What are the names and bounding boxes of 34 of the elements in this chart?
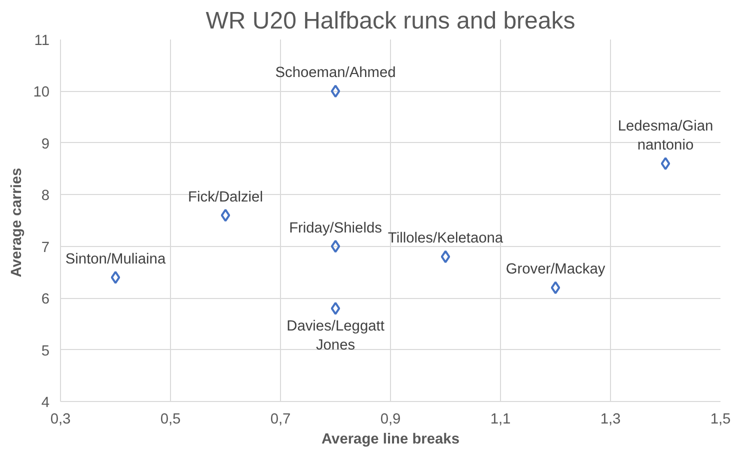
- annotation: Tilloles/Keletaona: [388, 230, 504, 247]
- x-tick-label: 0,9: [380, 412, 401, 428]
- annotation: Sinton/Muliaina: [65, 251, 166, 268]
- point: [660, 157, 670, 170]
- x-axis-title: Average line breaks: [322, 432, 460, 448]
- x-tick-label: 0,7: [270, 412, 291, 428]
- y-axis-title: Average carries: [9, 168, 26, 278]
- x-tick-label: 1,5: [710, 412, 731, 428]
- y-tick-label: 9: [41, 136, 50, 152]
- y-tick-label: 8: [41, 188, 50, 204]
- y-tick-label: 11: [34, 33, 50, 49]
- annotation: Friday/Shields: [289, 220, 382, 236]
- y-tick-label: 4: [41, 395, 50, 411]
- x-tick-label: 0,3: [50, 412, 71, 428]
- annotation: Fick/Dalziel: [188, 189, 263, 206]
- x-tick-label: 1,3: [600, 412, 621, 428]
- point: [110, 270, 120, 284]
- annotation: Grover/Mackay: [506, 262, 606, 278]
- point: [330, 84, 340, 98]
- point: [330, 302, 340, 315]
- chart-title: WR U20 Halfback runs and breaks: [206, 8, 576, 34]
- y-tick-label: 5: [41, 343, 50, 360]
- point: [220, 208, 230, 222]
- x-tick-label: 1,1: [490, 412, 511, 428]
- annotation: Davies/Leggatt Jones: [286, 318, 384, 354]
- y-tick-label: 6: [41, 292, 50, 308]
- y-tick-label: 7: [41, 240, 50, 256]
- point: [330, 240, 340, 253]
- x-tick-label: 0,5: [160, 412, 181, 428]
- y-tick-label: 10: [33, 84, 50, 101]
- point: [440, 250, 450, 264]
- annotation: Schoeman/Ahmed: [275, 65, 396, 82]
- point: [550, 281, 560, 294]
- annotation: Ledesma/Gian nantonio: [618, 118, 714, 154]
